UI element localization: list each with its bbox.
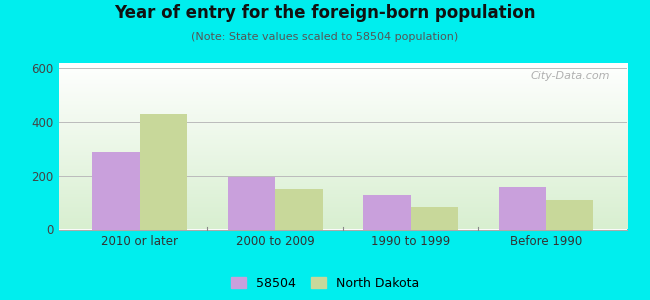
Text: (Note: State values scaled to 58504 population): (Note: State values scaled to 58504 popu… (191, 32, 459, 41)
Bar (499, 187, 546, 230)
Bar (140, 114, 187, 230)
Text: City-Data.com: City-Data.com (530, 71, 610, 81)
Bar (92, 152, 140, 230)
Bar (363, 195, 411, 230)
Bar (227, 177, 275, 230)
Bar (275, 189, 322, 230)
Text: Year of entry for the foreign-born population: Year of entry for the foreign-born popul… (114, 4, 536, 22)
Legend: 58504, North Dakota: 58504, North Dakota (227, 273, 422, 294)
Bar (411, 207, 458, 230)
Bar (546, 200, 593, 230)
